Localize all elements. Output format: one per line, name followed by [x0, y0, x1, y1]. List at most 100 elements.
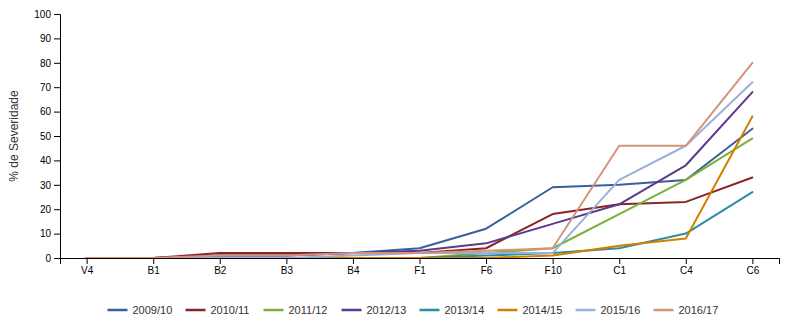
- legend-item: 2016/17: [654, 304, 719, 316]
- legend-label: 2012/13: [367, 304, 407, 316]
- series-line: [87, 63, 753, 258]
- legend-swatch: [498, 309, 518, 312]
- x-tick: C6: [746, 258, 759, 276]
- x-tick: F10: [545, 258, 563, 276]
- y-axis: 0 10 20 30 40 50 60 70 80 90 100: [34, 9, 60, 264]
- x-tick: B3: [281, 258, 294, 276]
- y-tick-label: 90: [40, 33, 52, 44]
- legend-label: 2015/16: [601, 304, 641, 316]
- legend-item: 2010/11: [186, 304, 250, 316]
- x-tick-label: B4: [347, 265, 360, 276]
- y-tick: 0: [45, 253, 60, 264]
- series-line: [87, 116, 753, 258]
- x-tick-label: B3: [281, 265, 294, 276]
- x-tick-mark: [286, 258, 287, 264]
- y-tick-mark: [54, 87, 60, 88]
- y-tick-label: 100: [34, 9, 51, 20]
- series-line: [87, 129, 753, 258]
- y-tick-mark: [54, 63, 60, 64]
- x-tick-label: F6: [481, 265, 493, 276]
- x-tick: C4: [680, 258, 693, 276]
- x-tick-mark: [619, 258, 620, 264]
- legend-item: 2013/14: [420, 304, 485, 316]
- y-tick-label: 40: [40, 155, 52, 166]
- y-tick-mark: [54, 185, 60, 186]
- x-tick-mark: [486, 258, 487, 264]
- y-tick-mark: [54, 258, 60, 259]
- y-tick: 90: [40, 33, 60, 44]
- legend-label: 2014/15: [523, 304, 563, 316]
- x-tick-label: B2: [214, 265, 227, 276]
- legend-swatch: [420, 309, 440, 312]
- y-tick-mark: [54, 234, 60, 235]
- y-tick-label: 10: [40, 228, 52, 239]
- legend-label: 2016/17: [679, 304, 719, 316]
- y-tick: 30: [40, 180, 60, 191]
- y-tick: 70: [40, 82, 60, 93]
- x-tick-label: V4: [81, 265, 94, 276]
- legend-swatch: [654, 309, 674, 312]
- x-tick-mark: [752, 258, 753, 264]
- x-tick: V4: [81, 258, 94, 276]
- y-tick-label: 60: [40, 106, 52, 117]
- plot: 0 10 20 30 40 50 60 70 80 90 100 V4 B1 B2 B3 B4 F1 F6 F10 C…: [7, 9, 780, 276]
- legend-swatch: [342, 309, 362, 312]
- x-tick-mark: [353, 258, 354, 264]
- x-tick: B4: [347, 258, 360, 276]
- x-tick-label: F1: [414, 265, 426, 276]
- y-tick: 50: [40, 131, 60, 142]
- legend-item: 2014/15: [498, 304, 563, 316]
- y-tick-label: 80: [40, 58, 52, 69]
- y-tick-mark: [54, 209, 60, 210]
- y-axis-line: [54, 15, 61, 259]
- legend-item: 2009/10: [108, 304, 173, 316]
- x-tick-mark: [87, 258, 88, 264]
- y-tick-label: 30: [40, 180, 52, 191]
- y-tick: 10: [40, 228, 60, 239]
- x-tick: B2: [214, 258, 227, 276]
- x-tick-label: F10: [545, 265, 563, 276]
- series-line: [87, 138, 753, 258]
- x-tick-mark: [686, 258, 687, 264]
- y-tick: 20: [40, 204, 60, 215]
- x-tick: B1: [148, 258, 161, 276]
- x-tick: C1: [613, 258, 626, 276]
- x-tick-mark: [220, 258, 221, 264]
- x-tick-mark: [553, 258, 554, 264]
- y-tick-mark: [54, 112, 60, 113]
- y-tick-mark: [54, 38, 60, 39]
- legend-label: 2011/12: [289, 304, 328, 316]
- series-line: [87, 192, 753, 258]
- legend-item: 2011/12: [264, 304, 328, 316]
- x-tick: F6: [481, 258, 493, 276]
- legend-swatch: [576, 309, 596, 312]
- chart: 0 10 20 30 40 50 60 70 80 90 100 V4 B1 B2 B3 B4 F1 F6 F10 C…: [0, 0, 799, 332]
- y-tick: 60: [40, 106, 60, 117]
- y-tick: 80: [40, 58, 60, 69]
- legend-label: 2010/11: [211, 304, 250, 316]
- y-tick-mark: [54, 136, 60, 137]
- x-tick-label: C6: [746, 265, 759, 276]
- x-tick-label: C1: [613, 265, 626, 276]
- y-tick: 40: [40, 155, 60, 166]
- y-tick-label: 0: [45, 253, 51, 264]
- series-line: [87, 177, 753, 258]
- legend-swatch: [108, 309, 128, 312]
- legend-label: 2009/10: [133, 304, 173, 316]
- x-tick-label: C4: [680, 265, 693, 276]
- x-axis-line: [61, 259, 780, 265]
- legend-swatch: [186, 309, 206, 312]
- legend: 2009/10 2010/11 2011/12 2012/13 2013/14 2014/…: [108, 304, 719, 316]
- legend-label: 2013/14: [445, 304, 485, 316]
- y-axis-title: % de Severidade: [7, 90, 21, 182]
- legend-swatch: [264, 309, 284, 312]
- series-line: [87, 82, 753, 258]
- x-tick-mark: [153, 258, 154, 264]
- y-tick: 100: [34, 9, 60, 20]
- y-tick-label: 20: [40, 204, 52, 215]
- y-tick-mark: [54, 14, 60, 15]
- lines: [87, 63, 753, 258]
- series-line: [87, 92, 753, 258]
- y-tick-label: 50: [40, 131, 52, 142]
- x-axis: V4 B1 B2 B3 B4 F1 F6 F10 C1 C4 C6: [61, 258, 780, 276]
